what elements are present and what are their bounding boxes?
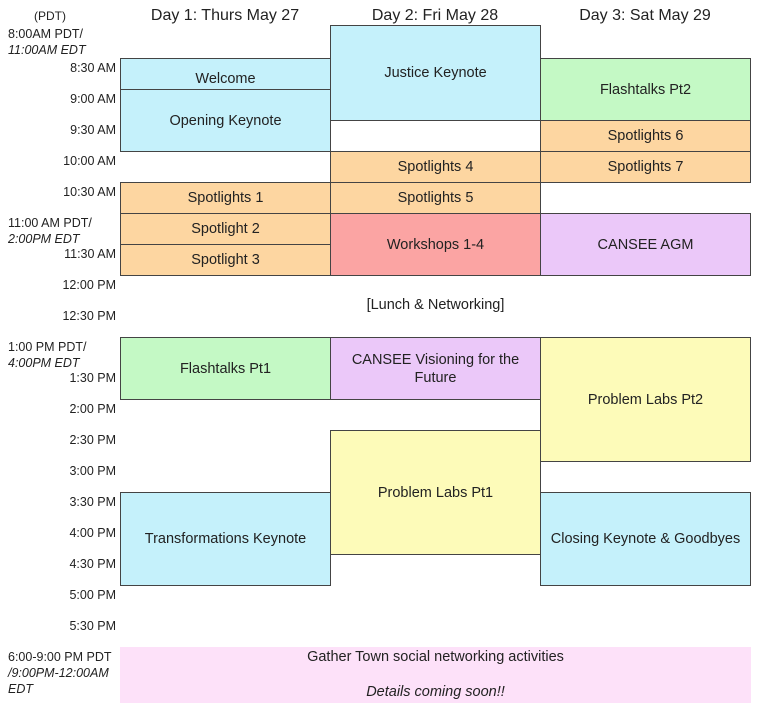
session-problem-labs-pt1[interactable]: Problem Labs Pt1 [330, 430, 541, 555]
day-3-header: Day 3: Sat May 29 [579, 7, 711, 24]
session-spotlights-4[interactable]: Spotlights 4 [330, 151, 541, 183]
time-label-0830: 8:30 AM [70, 61, 116, 75]
evening-gather-town[interactable]: Gather Town social networking activities… [120, 647, 751, 703]
time-label-0930: 9:30 AM [70, 123, 116, 137]
time-label-0800: 8:00AM PDT/ 11:00AM EDT [8, 27, 86, 57]
session-spotlights-7[interactable]: Spotlights 7 [540, 151, 751, 183]
time-label-1330: 1:30 PM [69, 371, 116, 385]
session-spotlight-2[interactable]: Spotlight 2 [120, 213, 331, 245]
day-2-header: Day 2: Fri May 28 [371, 7, 499, 24]
session-spotlights-5[interactable]: Spotlights 5 [330, 182, 541, 214]
session-transformations-keynote[interactable]: Transformations Keynote [120, 492, 331, 586]
time-label-1300: 1:00 PM PDT/ 4:00PM EDT [8, 340, 87, 370]
session-flashtalks-pt1[interactable]: Flashtalks Pt1 [120, 337, 331, 400]
evening-title: Gather Town social networking activities [307, 649, 564, 665]
session-workshops[interactable]: Workshops 1-4 [330, 213, 541, 276]
time-label-1700: 5:00 PM [69, 588, 116, 602]
time-label-1030: 10:30 AM [63, 185, 116, 199]
time-label-1230: 12:30 PM [62, 309, 116, 323]
time-label-1630: 4:30 PM [69, 557, 116, 571]
time-label-1000: 10:00 AM [63, 154, 116, 168]
session-opening-keynote[interactable]: Opening Keynote [120, 89, 331, 152]
time-label-1400: 2:00 PM [69, 402, 116, 416]
day-1-header: Day 1: Thurs May 27 [150, 7, 300, 24]
session-spotlights-1[interactable]: Spotlights 1 [120, 182, 331, 214]
session-closing-keynote[interactable]: Closing Keynote & Goodbyes [540, 492, 751, 586]
time-label-0900: 9:00 AM [70, 92, 116, 106]
time-label-1600: 4:00 PM [69, 526, 116, 540]
time-label-1530: 3:30 PM [69, 495, 116, 509]
time-label-1500: 3:00 PM [69, 464, 116, 478]
session-problem-labs-pt2[interactable]: Problem Labs Pt2 [540, 337, 751, 462]
session-cansee-agm[interactable]: CANSEE AGM [540, 213, 751, 276]
time-label-1730: 5:30 PM [69, 619, 116, 633]
session-welcome[interactable]: Welcome [120, 58, 331, 90]
session-flashtalks-pt2[interactable]: Flashtalks Pt2 [540, 58, 751, 121]
session-cansee-visioning[interactable]: CANSEE Visioning for the Future [330, 337, 541, 400]
session-justice-keynote[interactable]: Justice Keynote [330, 25, 541, 121]
session-spotlights-6[interactable]: Spotlights 6 [540, 120, 751, 152]
time-label-1800: 6:00-9:00 PM PDT /9:00PM-12:00AM EDT [8, 650, 112, 696]
time-label-1430: 2:30 PM [69, 433, 116, 447]
time-label-1100: 11:00 AM PDT/ 2:00PM EDT [8, 216, 92, 246]
session-spotlight-3[interactable]: Spotlight 3 [120, 244, 331, 276]
time-label-1130: 11:30 AM [64, 247, 116, 261]
evening-note: Details coming soon!! [366, 684, 505, 700]
time-label-1200: 12:00 PM [62, 278, 116, 292]
timezone-label: (PDT) [34, 9, 66, 23]
lunch-networking-label: [Lunch & Networking] [366, 297, 505, 313]
